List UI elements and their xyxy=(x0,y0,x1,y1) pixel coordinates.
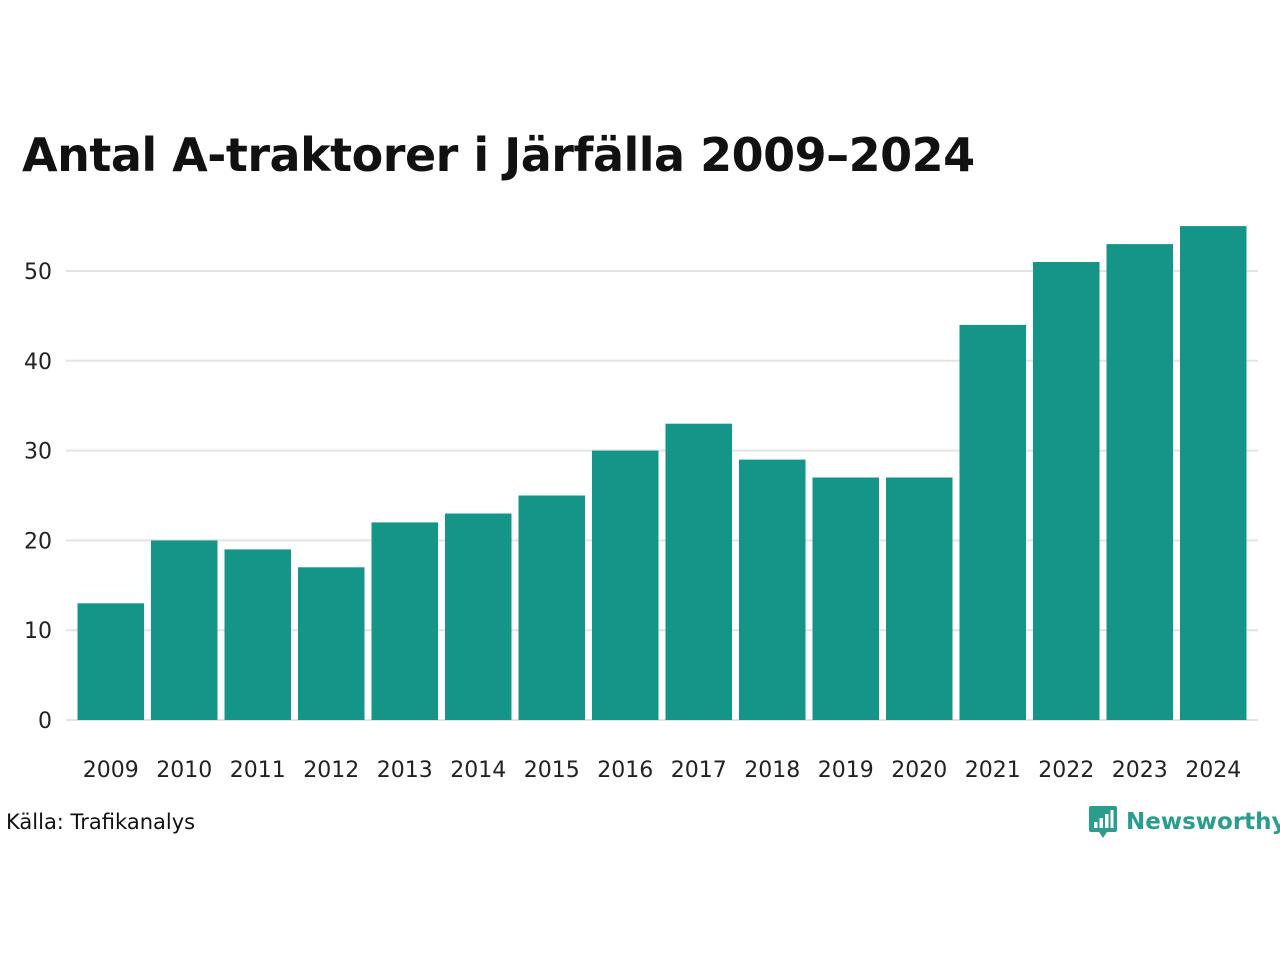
bar-2016 xyxy=(592,450,659,720)
x-tick-label: 2016 xyxy=(597,758,653,783)
x-tick-label: 2014 xyxy=(450,758,506,783)
x-tick-label: 2009 xyxy=(83,758,139,783)
x-tick-label: 2022 xyxy=(1038,758,1094,783)
bar-2011 xyxy=(224,549,291,720)
bar-2015 xyxy=(518,495,585,720)
brand-name: Newsworthy xyxy=(1126,809,1280,835)
x-tick-label: 2018 xyxy=(744,758,800,783)
bar-2019 xyxy=(812,477,879,720)
bar-2013 xyxy=(371,522,438,720)
x-tick-label: 2013 xyxy=(377,758,433,783)
bar-2020 xyxy=(886,477,953,720)
bar-2024 xyxy=(1180,226,1247,720)
x-tick-label: 2023 xyxy=(1112,758,1168,783)
x-axis-tick-labels: 2009 2010 2011 2012 2013 2014 2015 2016 2017 2018… xyxy=(83,758,1242,783)
brand-logo[interactable]: Newsworthy xyxy=(1088,804,1280,840)
bar-2012 xyxy=(298,567,365,720)
y-tick-label: 20 xyxy=(24,529,52,554)
x-tick-label: 2017 xyxy=(671,758,727,783)
x-tick-label: 2015 xyxy=(524,758,580,783)
chart-title: Antal A-traktorer i Järfälla 2009–2024 xyxy=(22,128,975,182)
x-tick-label: 2024 xyxy=(1185,758,1241,783)
y-tick-label: 40 xyxy=(24,350,52,375)
x-tick-label: 2021 xyxy=(965,758,1021,783)
y-tick-label: 50 xyxy=(24,260,52,285)
y-axis-tick-labels: 0 10 20 30 40 50 xyxy=(24,260,52,734)
bar-2018 xyxy=(739,459,806,720)
x-tick-label: 2019 xyxy=(818,758,874,783)
bar-2010 xyxy=(151,540,218,720)
x-tick-label: 2012 xyxy=(303,758,359,783)
bar-2014 xyxy=(445,513,512,720)
bar-2009 xyxy=(77,603,144,720)
bar-2022 xyxy=(1033,262,1100,720)
bar-2023 xyxy=(1106,244,1173,720)
x-tick-label: 2010 xyxy=(156,758,212,783)
bar-2021 xyxy=(959,324,1026,720)
x-tick-label: 2011 xyxy=(230,758,286,783)
y-tick-label: 30 xyxy=(24,440,52,465)
y-tick-label: 10 xyxy=(24,619,52,644)
bar-2017 xyxy=(665,423,732,720)
bars xyxy=(77,226,1247,720)
source-note: Källa: Trafikanalys xyxy=(6,810,196,834)
x-tick-label: 2020 xyxy=(891,758,947,783)
y-tick-label: 0 xyxy=(38,709,52,734)
newsworthy-chart-bubble-icon xyxy=(1089,806,1117,838)
